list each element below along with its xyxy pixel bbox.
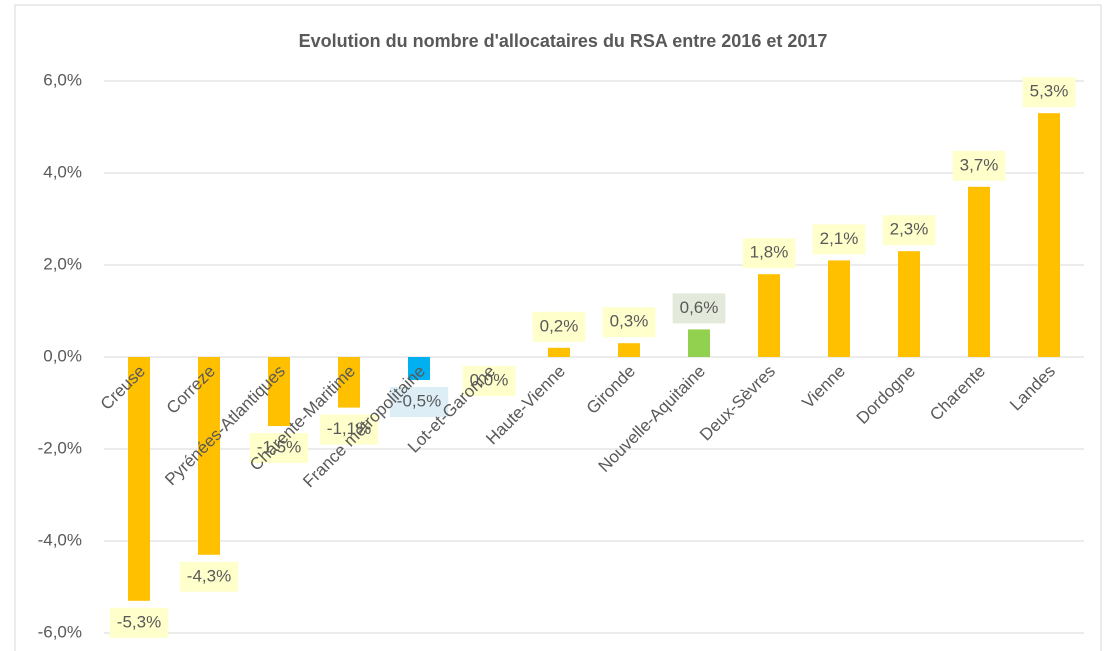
bar: [268, 357, 290, 426]
y-tick-label: 0,0%: [43, 346, 82, 365]
value-label: 0,2%: [532, 311, 586, 342]
value-label: 1,8%: [742, 238, 796, 269]
y-tick-label: -2,0%: [38, 438, 82, 457]
value-label: 3,7%: [952, 150, 1006, 181]
bar: [618, 343, 640, 357]
y-tick-label: -4,0%: [38, 530, 82, 549]
label-box: [742, 238, 796, 269]
bar: [828, 260, 850, 357]
value-label: 5,3%: [1022, 77, 1076, 108]
bar: [968, 186, 990, 357]
label-box: [602, 307, 656, 338]
data-label: 0,2%: [540, 316, 579, 335]
label-box: [249, 433, 309, 463]
y-tick-label: 4,0%: [43, 162, 82, 181]
value-label: -1,5%: [249, 433, 309, 463]
label-box: [812, 224, 866, 255]
data-label: 1,8%: [750, 243, 789, 262]
bar: [898, 251, 920, 357]
value-label: 0,0%: [462, 366, 516, 396]
data-label: 0,3%: [610, 312, 649, 331]
bar: [1038, 113, 1060, 357]
y-tick-label: 2,0%: [43, 254, 82, 273]
bar: [688, 329, 710, 357]
chart-title: Evolution du nombre d'allocataires du RS…: [299, 31, 828, 51]
label-box: [882, 215, 936, 246]
value-label: 0,6%: [672, 293, 726, 324]
value-label: 2,3%: [882, 215, 936, 246]
data-label: -5,3%: [117, 612, 161, 631]
bar: [198, 357, 220, 555]
data-label: -1,1%: [327, 419, 371, 438]
label-box: [672, 293, 726, 324]
label-box: [1022, 77, 1076, 108]
data-label: 2,3%: [890, 220, 929, 239]
data-label: 0,0%: [470, 370, 509, 389]
data-label: 3,7%: [960, 155, 999, 174]
data-label: 2,1%: [820, 229, 859, 248]
y-tick-label: -6,0%: [38, 622, 82, 641]
bar: [338, 357, 360, 408]
bar: [758, 274, 780, 357]
label-box: [462, 366, 516, 396]
bar: [128, 357, 150, 601]
label-box: [319, 414, 379, 445]
data-label: 0,6%: [680, 298, 719, 317]
label-box: [389, 387, 449, 417]
label-box: [532, 311, 586, 342]
label-box: [179, 561, 239, 592]
value-label: -0,5%: [389, 387, 449, 417]
value-label: -4,3%: [179, 561, 239, 592]
value-label: 2,1%: [812, 224, 866, 255]
data-label: -4,3%: [187, 566, 231, 585]
label-box: [952, 150, 1006, 181]
value-label: -5,3%: [109, 607, 169, 638]
label-box: [109, 607, 169, 638]
data-label: -0,5%: [397, 391, 441, 410]
value-label: -1,1%: [319, 414, 379, 445]
value-label: 0,3%: [602, 307, 656, 338]
data-label: 5,3%: [1030, 82, 1069, 101]
bar: [548, 347, 570, 357]
y-tick-label: 6,0%: [43, 70, 82, 89]
data-label: -1,5%: [257, 437, 301, 456]
bar: [408, 357, 430, 380]
